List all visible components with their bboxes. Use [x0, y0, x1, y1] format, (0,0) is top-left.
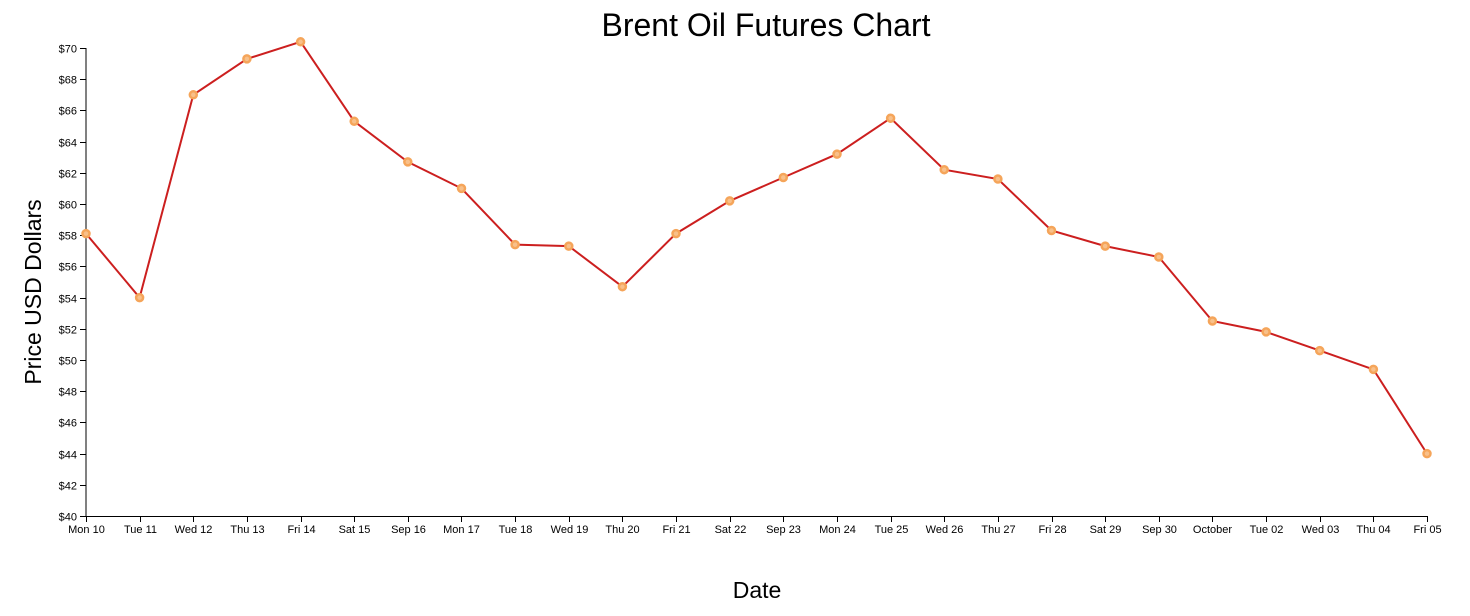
y-tick-label: $54: [59, 294, 77, 306]
y-tick-label: $66: [59, 106, 77, 118]
y-tick-label: $50: [59, 356, 77, 368]
x-tick-label: Thu 20: [605, 524, 639, 536]
data-point: [510, 239, 520, 250]
data-point: [564, 241, 574, 251]
y-tick-label: $56: [59, 262, 77, 274]
y-tick-label: $58: [59, 231, 77, 243]
x-tick-label: Mon 17: [443, 524, 480, 536]
data-point: [724, 196, 735, 206]
data-point: [1314, 345, 1325, 356]
data-point: [671, 228, 681, 239]
x-tick-label: Sat 15: [339, 524, 371, 536]
x-tick-label: Sat 29: [1090, 524, 1122, 536]
x-tick-label: Wed 26: [926, 524, 964, 536]
y-tick-label: $46: [59, 418, 77, 430]
y-tick-label: $42: [59, 481, 77, 493]
data-point: [1046, 225, 1057, 236]
y-tick-label: $60: [59, 200, 77, 212]
x-tick-label: Thu 27: [981, 524, 1015, 536]
y-tick-label: $70: [59, 44, 77, 56]
x-tick-label: Tue 25: [875, 524, 909, 536]
data-point: [1422, 448, 1432, 459]
y-tick-label: $52: [59, 325, 77, 337]
data-point: [81, 228, 91, 239]
y-axis-label: Price USD Dollars: [20, 199, 46, 384]
data-point: [403, 157, 413, 167]
x-axis: Mon 10 Tue 11 Wed 12 Thu 13 Fri 14 Sat 15 Sep …: [68, 516, 1442, 536]
data-point: [456, 183, 467, 194]
x-tick-label: Tue 02: [1250, 524, 1284, 536]
data-point: [349, 116, 359, 127]
data-point: [1207, 316, 1218, 326]
data-point: [993, 174, 1003, 184]
data-point: [1261, 327, 1271, 337]
x-tick-label: Tue 18: [499, 524, 533, 536]
x-tick-label: Wed 19: [551, 524, 589, 536]
x-tick-label: Sep 30: [1142, 524, 1177, 536]
x-tick-label: Fri 05: [1413, 524, 1441, 536]
y-tick-label: $48: [59, 387, 77, 399]
y-tick-label: $44: [59, 450, 77, 462]
x-tick-label: Fri 14: [287, 524, 315, 536]
series-line: [85, 40, 1428, 455]
data-point: [939, 164, 949, 175]
data-point: [885, 113, 896, 123]
data-point: [1368, 364, 1379, 375]
data-point: [617, 281, 628, 292]
data-point: [242, 54, 252, 64]
x-tick-label: Fri 28: [1038, 524, 1066, 536]
y-tick-label: $62: [59, 169, 77, 181]
x-tick-label: October: [1193, 524, 1232, 536]
data-point: [134, 292, 145, 303]
data-point: [295, 37, 306, 47]
x-axis-label: Date: [733, 577, 782, 603]
x-tick-label: Sep 23: [766, 524, 801, 536]
x-tick-label: Wed 03: [1302, 524, 1340, 536]
x-tick-label: Sep 16: [391, 524, 426, 536]
chart-title: Brent Oil Futures Chart: [602, 7, 931, 43]
y-tick-label: $68: [59, 75, 77, 87]
x-tick-label: Mon 24: [819, 524, 856, 536]
x-tick-label: Thu 04: [1356, 524, 1390, 536]
x-tick-label: Wed 12: [175, 524, 213, 536]
data-point: [188, 90, 199, 100]
plot-area: [81, 37, 1432, 459]
x-tick-label: Sat 22: [715, 524, 747, 536]
x-tick-label: Fri 21: [662, 524, 690, 536]
data-point: [1100, 241, 1110, 251]
x-tick-label: Mon 10: [68, 524, 105, 536]
data-point: [778, 172, 789, 183]
y-axis: $40 $42 $44 $46 $48 $50 $52 $54 $56 $58 $60 $62 $64 $…: [59, 44, 87, 524]
data-point: [1154, 252, 1164, 262]
x-tick-label: Thu 13: [230, 524, 264, 536]
y-tick-label: $40: [59, 512, 77, 524]
y-tick-label: $64: [59, 138, 77, 150]
x-tick-label: Tue 11: [124, 524, 157, 536]
data-point: [832, 149, 842, 159]
